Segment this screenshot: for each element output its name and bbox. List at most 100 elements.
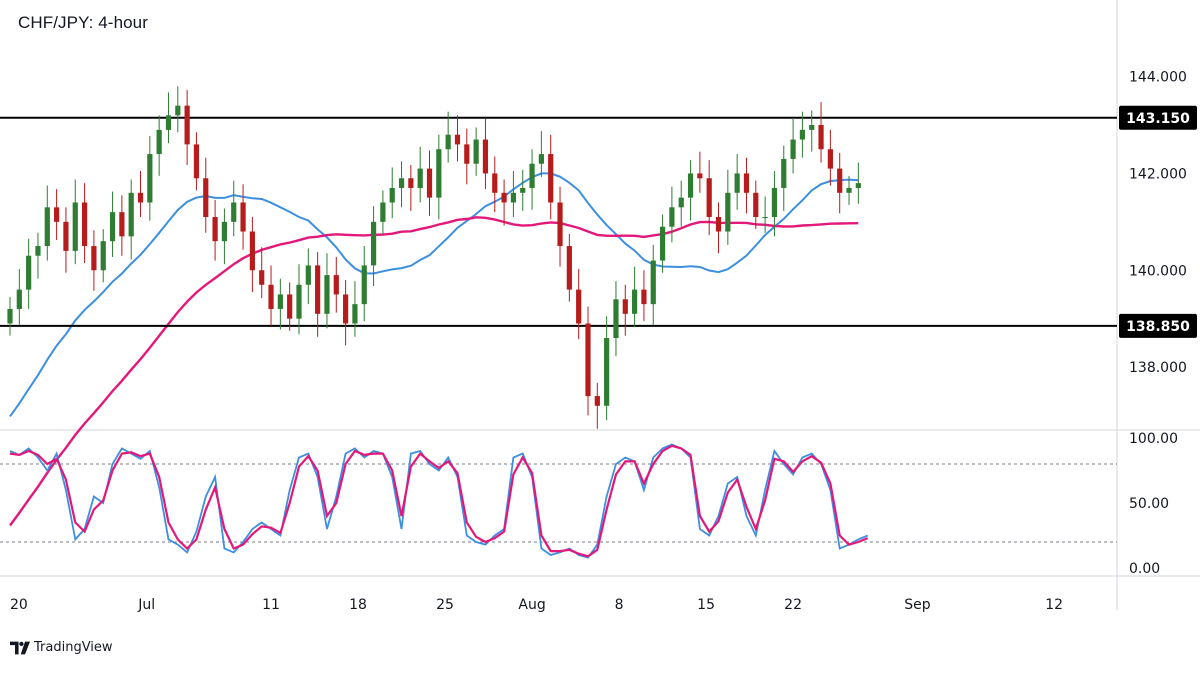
candle-body (538, 154, 544, 164)
candle (221, 208, 228, 265)
candle (408, 164, 414, 211)
candle (482, 118, 489, 190)
candle (846, 175, 852, 205)
candle-body (352, 304, 358, 324)
candle (315, 252, 321, 337)
candle-body (669, 207, 675, 227)
candle (352, 281, 358, 337)
candle-body (445, 134, 451, 150)
candle (175, 86, 181, 133)
moving-averages (9, 172, 859, 527)
candle (753, 180, 759, 230)
stoch-d-line (9, 444, 869, 558)
candle (109, 191, 116, 257)
candle-body (632, 289, 638, 314)
candle-body (762, 217, 768, 218)
candle (818, 102, 824, 163)
candle-body (268, 284, 274, 309)
candle-body (72, 202, 78, 251)
candle-body (790, 139, 796, 159)
candle (35, 232, 41, 279)
candle (203, 157, 209, 233)
candle-body (109, 212, 116, 242)
candle (520, 169, 526, 211)
candle (827, 129, 833, 186)
candle-body (753, 192, 759, 217)
candle-body (510, 192, 517, 203)
level-label: 143.150 (1126, 111, 1190, 127)
candle (137, 171, 144, 217)
candle (492, 156, 498, 213)
candle-body (482, 139, 489, 174)
candle (333, 256, 339, 313)
candle (147, 135, 153, 221)
candle-body (585, 323, 591, 397)
candle (855, 162, 861, 204)
candle-body (249, 231, 255, 271)
candle-body (687, 173, 694, 198)
candle-body (837, 168, 843, 193)
stochastic-oscillator (0, 443, 1117, 559)
candle-body (16, 289, 22, 309)
candle (287, 282, 293, 331)
candle-body (44, 207, 50, 247)
candle-body (604, 338, 610, 406)
brand-watermark[interactable]: TradingView (10, 640, 113, 655)
candle (81, 183, 88, 263)
candle (706, 160, 712, 236)
candle (165, 92, 172, 144)
candle (240, 184, 246, 250)
candle (54, 189, 60, 240)
candle-body (781, 158, 787, 188)
candle-body (165, 115, 172, 130)
price-tick-label: 144.000 (1129, 70, 1187, 86)
candle (809, 110, 815, 152)
price-tick-label: 138.000 (1129, 360, 1187, 376)
candle (454, 115, 461, 162)
candle (837, 152, 843, 214)
candle (231, 180, 237, 237)
candle (268, 265, 274, 326)
candle (445, 111, 451, 163)
candle (417, 146, 423, 203)
candle-body (35, 246, 41, 256)
candle (576, 269, 582, 340)
candle-body (520, 187, 526, 193)
candle (305, 248, 311, 305)
candle (259, 247, 265, 299)
candle-body (697, 173, 703, 179)
panel-frames (0, 0, 1200, 610)
candle-body (221, 221, 228, 242)
candle (184, 89, 190, 165)
candle-body (734, 173, 740, 193)
candle (557, 186, 563, 267)
candle (734, 154, 740, 210)
candle-body (715, 217, 722, 232)
candle-body (408, 178, 414, 188)
candle-body (184, 105, 190, 145)
candle (473, 127, 479, 176)
candle (193, 132, 200, 191)
level-label-box (1119, 313, 1197, 338)
candle (426, 150, 433, 216)
candle-body (492, 173, 498, 193)
candle (343, 279, 349, 346)
candle (771, 171, 778, 237)
candle (380, 190, 386, 234)
candle-body (818, 125, 824, 150)
candle (743, 157, 750, 214)
stoch-k-line (9, 443, 869, 559)
candle (641, 270, 647, 322)
chart-title: CHF/JPY: 4-hour (18, 13, 148, 32)
candle (91, 230, 97, 291)
candle-body (827, 149, 833, 169)
candle-body (287, 294, 293, 319)
candlesticks[interactable] (7, 86, 861, 429)
candle (697, 151, 703, 193)
candle-body (361, 265, 367, 305)
candle-body (846, 187, 852, 193)
candle-body (156, 129, 162, 155)
candle (650, 244, 656, 325)
candle-body (259, 270, 265, 285)
